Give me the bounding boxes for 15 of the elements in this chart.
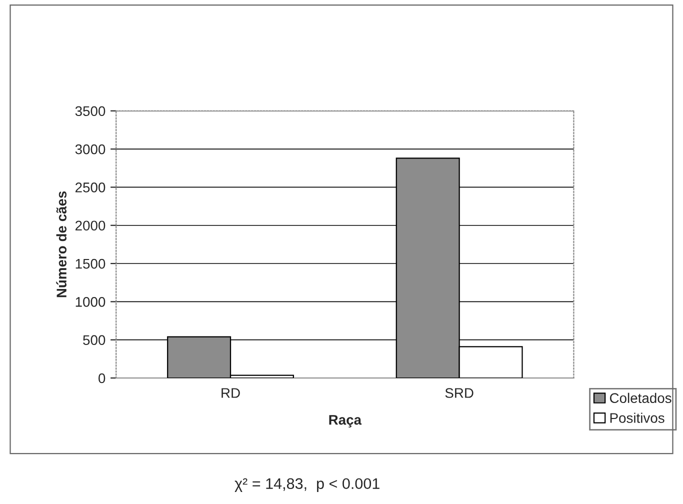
- y-tick-label: 3500: [75, 106, 106, 116]
- y-tick-label: 2500: [76, 182, 106, 192]
- legend-label: Coletados: [610, 392, 672, 404]
- y-tick-label: 1500: [76, 258, 106, 269]
- y-tick-label: 2000: [76, 220, 106, 231]
- y-tick-label: 1000: [76, 297, 106, 307]
- y-tick-label: 3000: [75, 144, 106, 154]
- x-axis-title: Raça: [329, 415, 362, 428]
- x-tick-label: SRD: [445, 388, 474, 398]
- y-axis-title: Número de cães: [56, 191, 66, 298]
- x-tick-label: RD: [222, 388, 240, 398]
- text: χ² = 14,83, p < 0.001: [234, 478, 380, 492]
- legend-label: Positivos: [610, 412, 664, 423]
- y-tick-label: 0: [98, 373, 106, 384]
- y-tick-label: 500: [83, 335, 106, 346]
